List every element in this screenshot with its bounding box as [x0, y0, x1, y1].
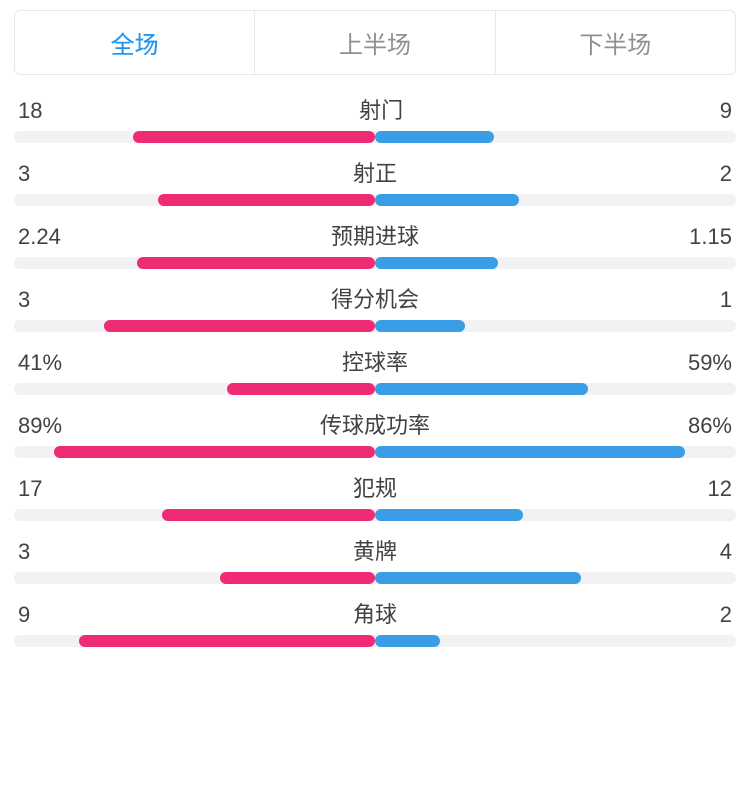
bar-away-half — [375, 635, 736, 647]
stat-label: 得分机会 — [30, 282, 720, 314]
stat-label: 犯规 — [42, 471, 707, 503]
stat-label: 预期进球 — [61, 219, 689, 251]
bar-away-fill — [375, 635, 440, 647]
stat-away-value: 12 — [708, 476, 732, 502]
stat-header: 9角球2 — [14, 597, 736, 635]
stat-bar — [14, 131, 736, 143]
bar-away-fill — [375, 509, 523, 521]
stat-bar — [14, 509, 736, 521]
stat-row: 41%控球率59% — [14, 345, 736, 395]
stat-home-value: 17 — [18, 476, 42, 502]
stat-away-value: 59% — [688, 350, 732, 376]
bar-home-fill — [54, 446, 375, 458]
tab-label: 全场 — [111, 32, 159, 59]
bar-away-half — [375, 131, 736, 143]
bar-away-half — [375, 320, 736, 332]
bar-away-half — [375, 383, 736, 395]
stat-bar — [14, 257, 736, 269]
stat-row: 18射门9 — [14, 93, 736, 143]
stat-bar — [14, 446, 736, 458]
stat-label: 传球成功率 — [62, 408, 688, 440]
bar-home-half — [14, 572, 375, 584]
bar-away-half — [375, 446, 736, 458]
stat-home-value: 3 — [18, 287, 30, 313]
tab-first-half[interactable]: 上半场 — [254, 11, 494, 74]
stat-away-value: 1.15 — [689, 224, 732, 250]
bar-away-half — [375, 257, 736, 269]
stat-away-value: 1 — [720, 287, 732, 313]
bar-home-fill — [133, 131, 375, 143]
stat-label: 射门 — [42, 93, 719, 125]
match-stats: 18射门93射正22.24预期进球1.153得分机会141%控球率59%89%传… — [0, 93, 750, 647]
bar-home-half — [14, 257, 375, 269]
stat-header: 17犯规12 — [14, 471, 736, 509]
stat-header: 89%传球成功率86% — [14, 408, 736, 446]
tab-label: 上半场 — [339, 32, 411, 59]
stat-home-value: 3 — [18, 161, 30, 187]
stat-header: 3得分机会1 — [14, 282, 736, 320]
bar-home-fill — [104, 320, 375, 332]
stat-away-value: 2 — [720, 161, 732, 187]
bar-home-half — [14, 383, 375, 395]
bar-away-half — [375, 194, 736, 206]
stat-bar — [14, 383, 736, 395]
stat-label: 角球 — [30, 597, 720, 629]
bar-home-fill — [158, 194, 375, 206]
stat-row: 9角球2 — [14, 597, 736, 647]
stat-row: 89%传球成功率86% — [14, 408, 736, 458]
bar-home-half — [14, 131, 375, 143]
tab-second-half[interactable]: 下半场 — [495, 11, 735, 74]
bar-home-fill — [227, 383, 375, 395]
stat-home-value: 3 — [18, 539, 30, 565]
bar-home-half — [14, 446, 375, 458]
stat-header: 3黄牌4 — [14, 534, 736, 572]
bar-home-fill — [162, 509, 375, 521]
period-tabs: 全场 上半场 下半场 — [14, 10, 736, 75]
bar-away-fill — [375, 446, 685, 458]
stat-row: 3射正2 — [14, 156, 736, 206]
stat-home-value: 18 — [18, 98, 42, 124]
bar-away-fill — [375, 320, 465, 332]
bar-away-half — [375, 509, 736, 521]
bar-away-fill — [375, 194, 519, 206]
stat-bar — [14, 194, 736, 206]
bar-away-fill — [375, 257, 498, 269]
stat-away-value: 4 — [720, 539, 732, 565]
stat-header: 41%控球率59% — [14, 345, 736, 383]
stat-home-value: 89% — [18, 413, 62, 439]
stat-label: 控球率 — [62, 345, 688, 377]
stat-home-value: 2.24 — [18, 224, 61, 250]
stat-row: 17犯规12 — [14, 471, 736, 521]
stat-home-value: 41% — [18, 350, 62, 376]
stat-row: 3黄牌4 — [14, 534, 736, 584]
bar-home-half — [14, 320, 375, 332]
bar-home-half — [14, 194, 375, 206]
stat-row: 2.24预期进球1.15 — [14, 219, 736, 269]
stat-home-value: 9 — [18, 602, 30, 628]
stat-away-value: 86% — [688, 413, 732, 439]
stat-bar — [14, 635, 736, 647]
stat-header: 18射门9 — [14, 93, 736, 131]
stat-away-value: 2 — [720, 602, 732, 628]
tab-full-match[interactable]: 全场 — [15, 11, 254, 74]
bar-home-fill — [220, 572, 375, 584]
bar-home-fill — [79, 635, 375, 647]
bar-home-half — [14, 509, 375, 521]
stat-bar — [14, 320, 736, 332]
tab-label: 下半场 — [579, 32, 651, 59]
stat-bar — [14, 572, 736, 584]
bar-away-fill — [375, 131, 494, 143]
stat-label: 射正 — [30, 156, 720, 188]
bar-away-half — [375, 572, 736, 584]
bar-away-fill — [375, 383, 588, 395]
bar-away-fill — [375, 572, 581, 584]
stat-away-value: 9 — [720, 98, 732, 124]
stat-label: 黄牌 — [30, 534, 720, 566]
stat-row: 3得分机会1 — [14, 282, 736, 332]
stat-header: 2.24预期进球1.15 — [14, 219, 736, 257]
bar-home-half — [14, 635, 375, 647]
bar-home-fill — [137, 257, 375, 269]
stat-header: 3射正2 — [14, 156, 736, 194]
